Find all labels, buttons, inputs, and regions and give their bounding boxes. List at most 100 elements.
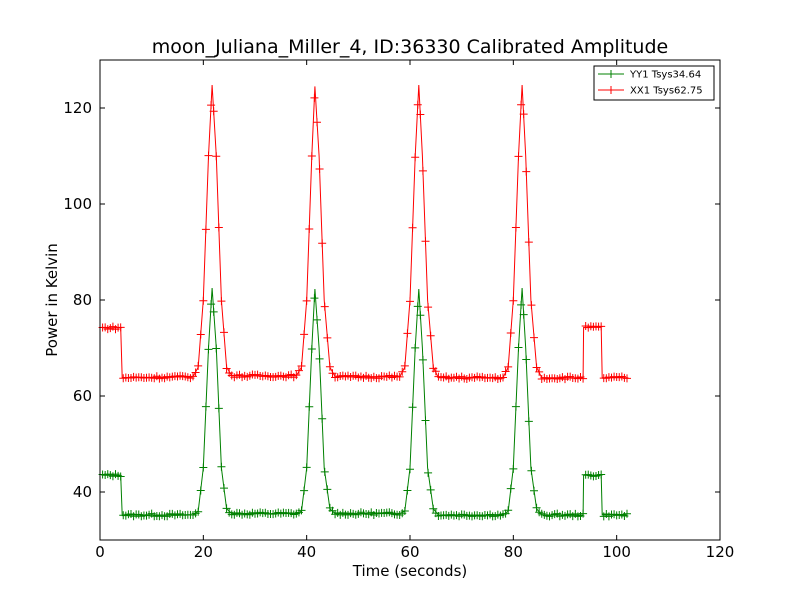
data-point-marker <box>517 300 526 309</box>
ticks-layer: 0 20 40 60 80 100 120 40 60 80 100 120 <box>63 60 734 561</box>
x-tick-label: 60 <box>400 543 419 561</box>
data-point-marker <box>408 403 417 412</box>
data-point-marker <box>395 372 404 381</box>
x-tick-label: 80 <box>504 543 523 561</box>
data-point-marker <box>209 307 218 316</box>
data-point-marker <box>398 367 407 376</box>
data-point-marker <box>579 509 588 518</box>
series-layer <box>98 84 631 521</box>
x-tick-label: 0 <box>95 543 105 561</box>
data-point-marker <box>514 343 523 352</box>
data-point-marker <box>323 333 332 342</box>
data-point-marker <box>300 330 309 339</box>
data-point-marker <box>222 364 231 373</box>
data-point-marker <box>519 310 528 319</box>
data-point-marker <box>421 416 430 425</box>
data-point-marker <box>406 465 414 474</box>
data-point-marker <box>294 366 303 375</box>
data-point-marker <box>220 484 228 493</box>
data-point-marker <box>411 153 420 162</box>
chart-title: moon_Juliana_Miller_4, ID:36330 Calibrat… <box>152 36 668 58</box>
data-point-marker <box>305 224 314 233</box>
data-point-marker <box>400 361 409 370</box>
data-point-marker <box>403 329 412 338</box>
y-tick-label: 100 <box>63 195 92 213</box>
data-point-marker <box>499 373 507 382</box>
data-point-marker <box>511 223 520 232</box>
data-point-marker <box>421 237 430 246</box>
data-point-marker <box>220 328 228 337</box>
data-point-marker <box>411 343 420 352</box>
data-point-marker <box>222 504 231 513</box>
data-point-marker <box>522 355 531 364</box>
y-tick-label: 80 <box>73 291 92 309</box>
data-point-marker <box>313 315 321 324</box>
data-point-marker <box>297 362 306 371</box>
data-point-marker <box>305 402 314 411</box>
data-point-marker <box>191 368 200 377</box>
data-point-marker <box>431 367 440 376</box>
data-point-marker <box>214 404 223 413</box>
data-point-marker <box>116 323 125 332</box>
data-point-marker <box>504 506 513 515</box>
data-point-marker <box>310 93 319 102</box>
data-point-marker <box>318 414 327 423</box>
data-point-marker <box>302 463 311 472</box>
data-point-marker <box>509 464 518 473</box>
data-point-marker <box>504 362 513 371</box>
data-point-marker <box>201 225 210 234</box>
data-point-marker <box>527 466 536 475</box>
data-point-marker <box>302 296 311 305</box>
y-tick-label: 60 <box>73 387 92 405</box>
data-point-marker <box>194 361 203 370</box>
data-point-marker <box>323 485 332 494</box>
data-point-marker <box>416 110 425 119</box>
data-point-marker <box>328 369 337 378</box>
data-point-marker <box>196 486 205 495</box>
data-point-marker <box>597 470 606 479</box>
data-point-marker <box>418 355 427 364</box>
data-point-marker <box>315 354 324 363</box>
data-point-marker <box>194 507 203 516</box>
data-point-marker <box>623 374 631 383</box>
data-point-marker <box>424 303 433 312</box>
data-point-marker <box>519 110 528 119</box>
data-point-marker <box>313 118 321 127</box>
data-point-marker <box>199 296 208 305</box>
x-tick-label: 120 <box>706 543 735 561</box>
data-point-marker <box>406 297 414 306</box>
data-point-marker <box>310 294 319 303</box>
data-point-marker <box>217 297 226 306</box>
data-point-marker <box>501 367 510 376</box>
data-point-marker <box>418 166 427 175</box>
data-point-marker <box>400 507 409 516</box>
data-point-marker <box>307 345 316 354</box>
data-point-marker <box>307 152 316 161</box>
data-point-marker <box>408 223 417 232</box>
data-point-marker <box>579 374 588 383</box>
y-tick-label: 40 <box>73 483 92 501</box>
data-point-marker <box>517 100 526 109</box>
data-point-marker <box>506 329 515 338</box>
data-point-marker <box>506 484 515 493</box>
data-point-marker <box>207 300 216 309</box>
data-point-marker <box>424 468 433 477</box>
legend-frame <box>593 65 715 101</box>
data-point-marker <box>212 152 221 161</box>
data-point-marker <box>217 462 226 471</box>
data-point-marker <box>429 504 438 513</box>
data-point-marker <box>511 402 520 411</box>
data-point-marker <box>426 331 435 340</box>
legend-entry-xx1: XX1 Tsys62.75 <box>598 86 703 97</box>
data-point-marker <box>530 333 538 342</box>
data-point-marker <box>532 363 541 372</box>
data-point-marker <box>318 239 327 248</box>
x-tick-label: 20 <box>194 543 213 561</box>
data-point-marker <box>623 509 631 518</box>
legend-label-yy1: YY1 Tsys34.64 <box>629 70 701 81</box>
data-point-marker <box>325 362 334 371</box>
data-point-marker <box>416 311 425 320</box>
legend-entry-yy1: YY1 Tsys34.64 <box>598 70 701 81</box>
data-point-marker <box>214 223 223 232</box>
data-point-marker <box>315 165 324 174</box>
